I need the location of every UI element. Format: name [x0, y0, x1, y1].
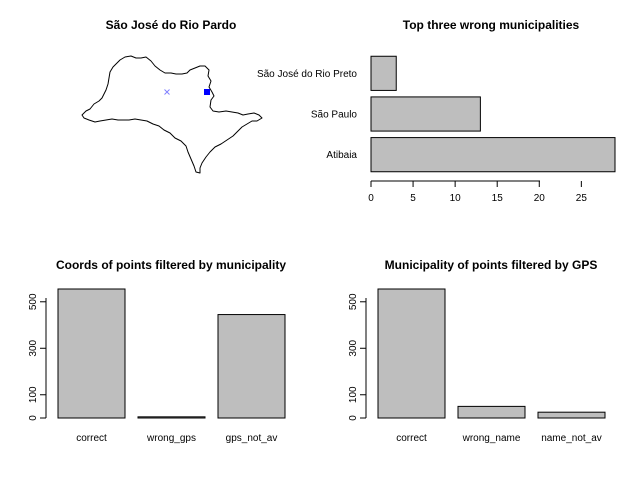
light-cross-marker	[164, 89, 170, 95]
y-tick-label: 100	[28, 386, 39, 403]
bars	[377, 288, 606, 419]
category-label-name-not-av: name_not_av	[541, 433, 602, 444]
x-tick-label: 25	[576, 193, 588, 204]
y-ticks: 0 100 300 500	[28, 293, 46, 421]
category-label-gps-not-av: gps_not_av	[226, 433, 278, 444]
category-labels: correct wrong_gps gps_not_av	[76, 433, 277, 444]
state-outline	[81, 55, 263, 174]
category-label-sao-jose-do-rio-preto: São José do Rio Preto	[257, 69, 357, 80]
y-ticks: 0 100 300 500	[348, 293, 366, 421]
bar-atibaia	[370, 137, 616, 173]
bar-gps-not-av	[217, 314, 286, 419]
x-tick-label: 10	[450, 193, 462, 204]
x-tick-label: 5	[410, 193, 416, 204]
x-ticks: 0 5 10 15 20 25	[368, 181, 587, 204]
bar-sao-paulo	[370, 96, 481, 132]
x-tick-label: 20	[534, 193, 546, 204]
category-label-sao-paulo: São Paulo	[311, 110, 358, 121]
chart-title-top-wrong: Top three wrong municipalities	[403, 18, 580, 32]
y-tick-label: 0	[348, 415, 359, 421]
category-labels: correct wrong_name name_not_av	[396, 433, 602, 444]
x-tick-label: 0	[368, 193, 374, 204]
bars	[370, 55, 616, 173]
map-panel: São José do Rio Pardo	[81, 18, 263, 174]
category-label-wrong-name: wrong_name	[462, 433, 521, 444]
bar-name-not-av	[537, 411, 606, 419]
bar-correct	[57, 288, 126, 419]
y-tick-label: 500	[348, 293, 359, 310]
x-tick-label: 15	[492, 193, 504, 204]
category-label-wrong-gps: wrong_gps	[146, 433, 196, 444]
category-label-correct: correct	[396, 433, 427, 444]
bar-wrong-name	[457, 405, 526, 419]
chart-title-municipality: Municipality of points filtered by GPS	[385, 258, 598, 272]
map-title: São José do Rio Pardo	[106, 18, 237, 32]
chart-top-wrong-municipalities: Top three wrong municipalities Atibaia Sã…	[257, 18, 616, 204]
category-labels: Atibaia São Paulo São José do Rio Preto	[257, 69, 357, 161]
y-tick-label: 300	[28, 339, 39, 356]
bar-correct	[377, 288, 446, 419]
y-tick-label: 100	[348, 386, 359, 403]
chart-title-coords: Coords of points filtered by municipalit…	[56, 258, 286, 272]
category-label-correct: correct	[76, 433, 107, 444]
chart-municipality-filtered: Municipality of points filtered by GPS c…	[348, 258, 606, 444]
blue-square-marker	[204, 89, 210, 95]
y-tick-label: 300	[348, 339, 359, 356]
bar-sao-jose-do-rio-preto	[370, 55, 397, 91]
category-label-atibaia: Atibaia	[326, 150, 357, 161]
bars	[57, 288, 286, 419]
chart-coords-filtered: Coords of points filtered by municipalit…	[28, 258, 286, 444]
y-tick-label: 500	[28, 293, 39, 310]
bar-wrong-gps	[137, 416, 206, 419]
y-tick-label: 0	[28, 415, 39, 421]
